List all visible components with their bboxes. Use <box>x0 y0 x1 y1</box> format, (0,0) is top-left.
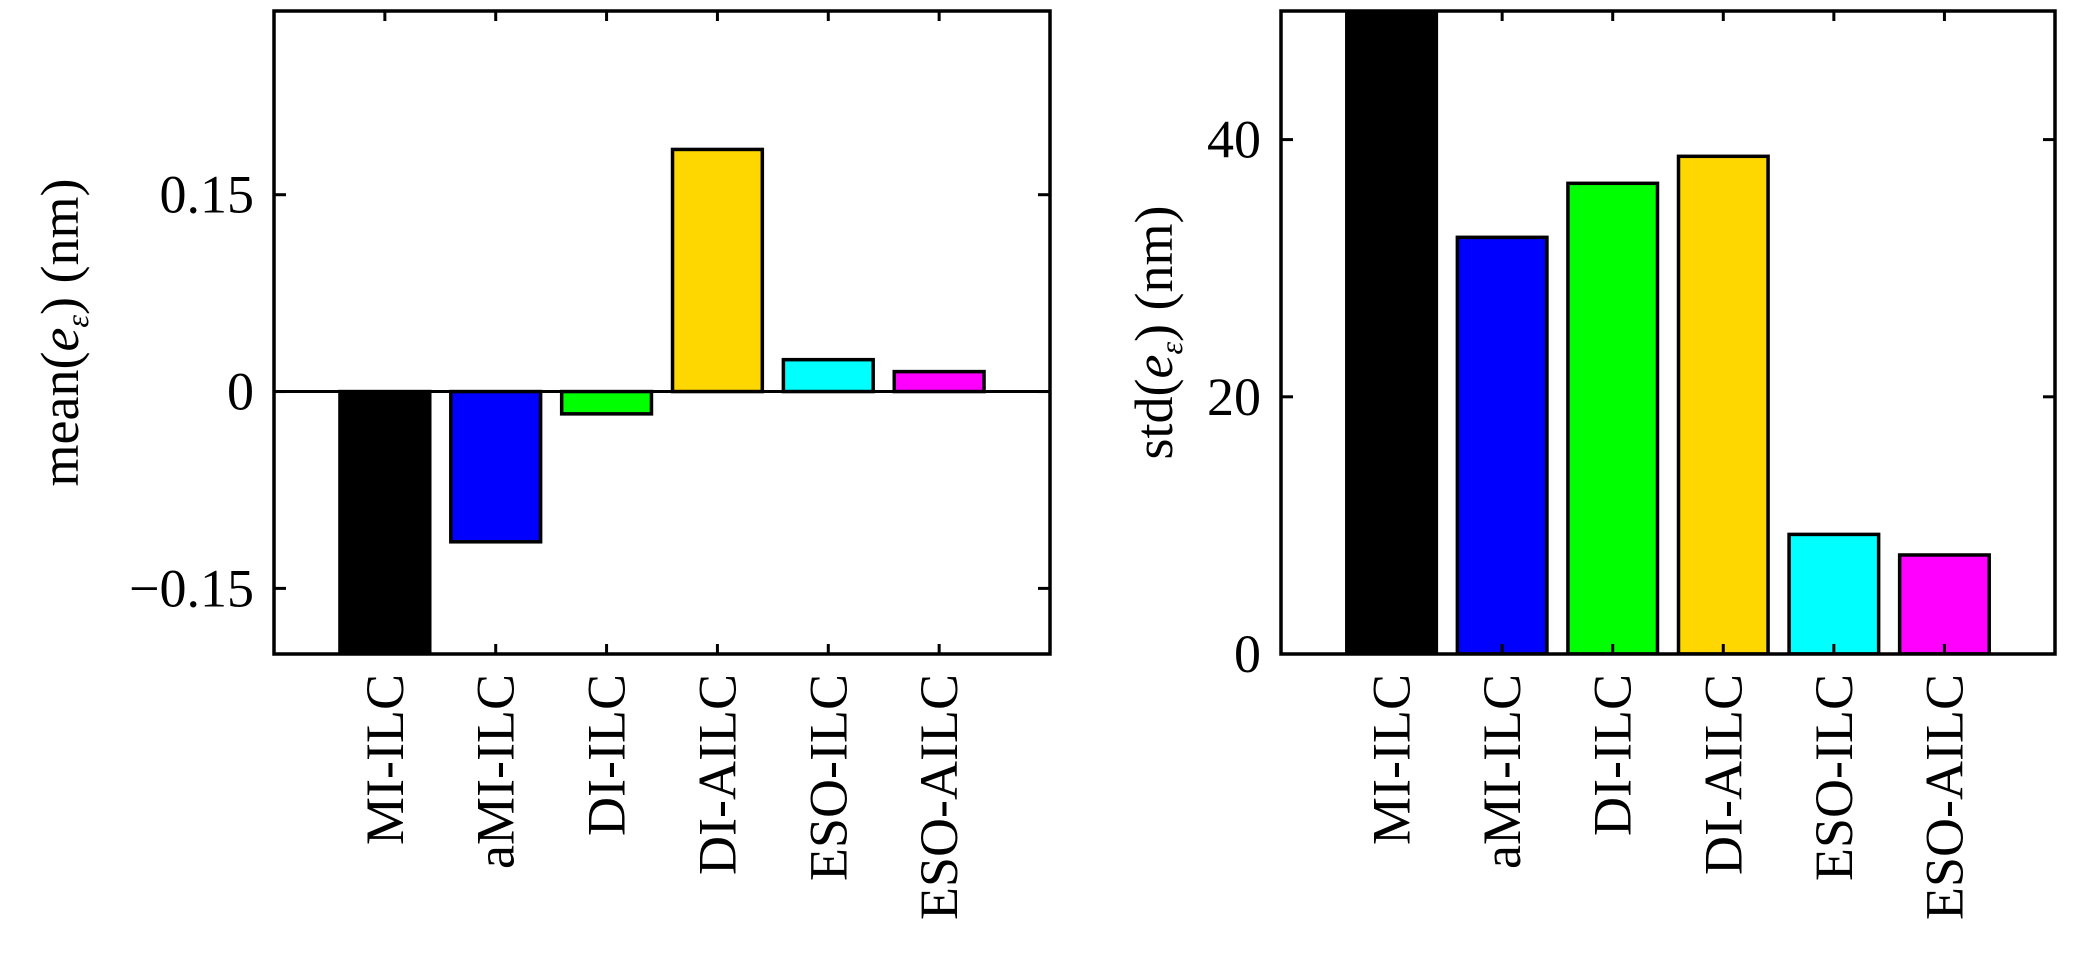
label-part: std( <box>1124 379 1184 460</box>
bar <box>1676 154 1770 654</box>
label-sub: ε <box>59 315 95 328</box>
x-tick-label: DI-ILC <box>577 674 637 836</box>
bar <box>1787 532 1881 654</box>
bar <box>1345 11 1439 654</box>
bar <box>449 389 543 544</box>
y-tick-label: 20 <box>1207 367 1261 427</box>
y-tick-label: 0.15 <box>160 165 255 225</box>
x-tick-label: DI-AILC <box>687 674 747 875</box>
x-tick-label: MI-ILC <box>1362 674 1422 845</box>
y-tick-label: −0.15 <box>129 558 254 618</box>
bar <box>1897 553 1991 654</box>
x-tick-label: DI-AILC <box>1693 674 1753 875</box>
y-tick-label: 40 <box>1207 110 1261 170</box>
plot-area <box>1345 11 1991 654</box>
plot-area <box>338 147 986 654</box>
y-axis-label: mean(eε) (nm) <box>30 179 95 487</box>
y-tick-label: 0 <box>1234 624 1261 684</box>
axes-frame <box>1279 9 2057 656</box>
bar <box>1566 181 1660 654</box>
x-tick-label: ESO-ILC <box>798 674 858 881</box>
y-axis-label: std(eε) (nm) <box>1124 205 1189 459</box>
bar <box>670 147 765 394</box>
y-tick-label: 0 <box>227 362 254 422</box>
label-sub: ε <box>1153 342 1189 355</box>
x-tick-label: ESO-AILC <box>909 674 969 920</box>
bar <box>1455 235 1549 654</box>
x-tick-label: ESO-ILC <box>1804 674 1864 881</box>
bar <box>781 357 875 394</box>
label-var: e <box>1124 355 1184 379</box>
x-tick-label: aMI-ILC <box>1472 674 1532 869</box>
x-tick-label: ESO-AILC <box>1914 674 1974 920</box>
label-part: ) (nm) <box>30 179 90 315</box>
label-part: mean( <box>30 352 90 487</box>
bar <box>559 389 654 416</box>
bar <box>892 369 986 394</box>
label-part: ) (nm) <box>1124 205 1184 341</box>
bar <box>338 389 432 654</box>
x-tick-label: aMI-ILC <box>466 674 526 869</box>
label-var: e <box>30 328 90 352</box>
x-tick-label: MI-ILC <box>355 674 415 845</box>
axes-frame <box>272 9 1052 656</box>
x-tick-label: DI-ILC <box>1583 674 1643 836</box>
